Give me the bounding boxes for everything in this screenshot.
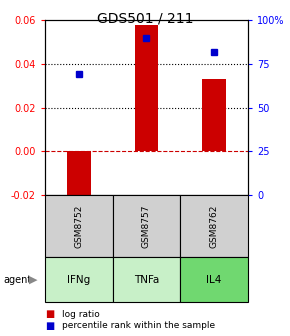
Text: IL4: IL4 bbox=[206, 275, 222, 285]
Bar bbox=[180, 195, 248, 257]
Text: ▶: ▶ bbox=[29, 275, 38, 285]
Text: IFNg: IFNg bbox=[67, 275, 90, 285]
Bar bbox=[180, 257, 248, 302]
Text: percentile rank within the sample: percentile rank within the sample bbox=[62, 322, 215, 330]
Text: ■: ■ bbox=[45, 321, 54, 331]
Bar bbox=[113, 257, 180, 302]
Text: agent: agent bbox=[3, 275, 31, 285]
Text: GSM8752: GSM8752 bbox=[74, 204, 83, 248]
Text: log ratio: log ratio bbox=[62, 310, 100, 319]
Bar bbox=[113, 195, 180, 257]
Bar bbox=[202, 79, 226, 151]
Bar bbox=[135, 25, 158, 151]
Bar bbox=[45, 257, 113, 302]
Text: TNFa: TNFa bbox=[134, 275, 159, 285]
Text: GSM8762: GSM8762 bbox=[210, 204, 219, 248]
Text: GSM8757: GSM8757 bbox=[142, 204, 151, 248]
Text: ■: ■ bbox=[45, 309, 54, 319]
Bar bbox=[45, 195, 113, 257]
Bar bbox=[67, 151, 90, 199]
Text: GDS501 / 211: GDS501 / 211 bbox=[97, 12, 193, 26]
